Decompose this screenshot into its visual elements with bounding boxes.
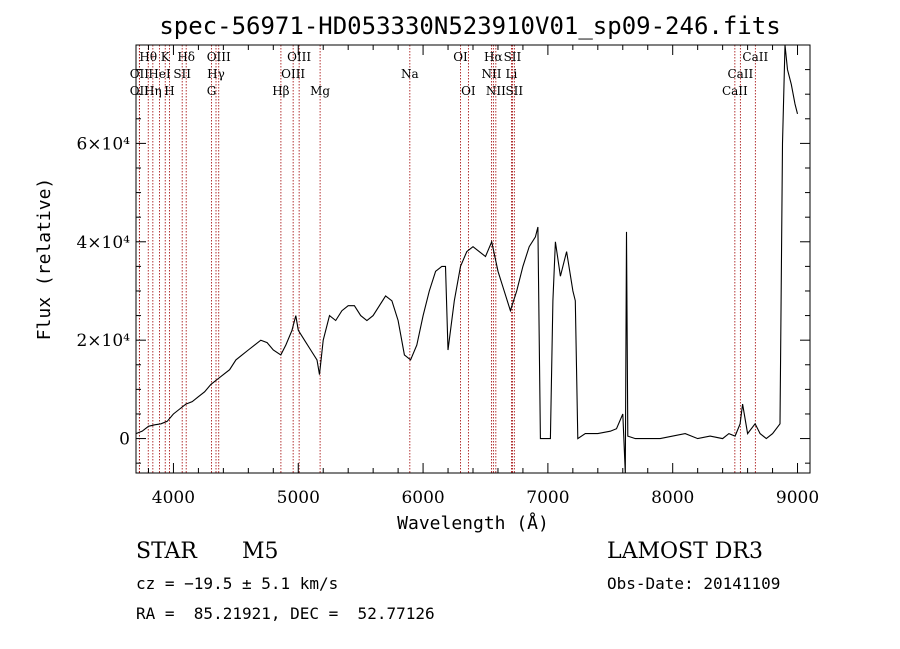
- redshift-info: cz = −19.5 ± 5.1 km/s: [136, 574, 339, 593]
- object-class: STAR: [136, 539, 197, 564]
- x-axis-label: Wavelength (Å): [397, 512, 549, 534]
- spectral-line-label: Hβ: [272, 84, 289, 98]
- spectral-line-label: SII: [505, 84, 523, 98]
- y-axis-ticks: 0 2×10⁴ 4×10⁴ 6×10⁴: [76, 69, 810, 464]
- spectral-line-label: CaII: [727, 67, 753, 81]
- x-tick-label: 5000: [277, 488, 320, 508]
- spectral-lines-layer: [138, 45, 756, 473]
- spectral-line-labels: Hθ OII OII K HeI Hη Hδ SII H OIII Hγ G OIII OIII Hβ Mg N…: [130, 50, 769, 98]
- survey-name: LAMOST DR3: [607, 539, 763, 564]
- spectral-line-label: OI: [461, 84, 476, 98]
- spectral-line-label: NII: [486, 84, 506, 98]
- x-axis-ticks: 4000 5000 6000 7000 8000 9000: [147, 45, 819, 508]
- x-tick-label: 4000: [152, 488, 195, 508]
- x-tick-label: 7000: [526, 488, 569, 508]
- y-tick-label: 6×10⁴: [76, 134, 130, 154]
- coordinates: RA = 85.21921, DEC = 52.77126: [136, 604, 435, 623]
- spectral-line-label: Hη: [144, 84, 162, 98]
- spectral-line-label: Na: [401, 67, 419, 81]
- spectral-line-label: K: [161, 50, 171, 64]
- spectral-line-label: Li: [506, 67, 518, 81]
- spectral-line-label: Mg: [310, 84, 330, 98]
- spectral-line-label: CaII: [742, 50, 768, 64]
- y-tick-label: 4×10⁴: [76, 233, 130, 253]
- spectral-line-label: CaII: [722, 84, 748, 98]
- x-tick-label: 6000: [401, 488, 444, 508]
- x-tick-label: 8000: [651, 488, 694, 508]
- spectral-line-label: OIII: [287, 50, 311, 64]
- y-tick-label: 0: [119, 430, 130, 450]
- spectral-line-label: Hθ: [139, 50, 157, 64]
- spectral-line-label: NII: [481, 67, 501, 81]
- object-subclass: M5: [242, 539, 279, 564]
- spectral-line-label: Hα: [484, 50, 503, 64]
- y-tick-label: 2×10⁴: [76, 331, 130, 351]
- spectral-line-label: OIII: [207, 50, 231, 64]
- y-axis-label: Flux (relative): [34, 178, 55, 341]
- spectral-line-label: G: [207, 84, 217, 98]
- x-tick-label: 9000: [776, 488, 819, 508]
- spectral-line-label: SII: [173, 67, 191, 81]
- spectral-line-label: SII: [504, 50, 522, 64]
- spectral-line-label: H: [164, 84, 174, 98]
- spectral-line-label: OII: [130, 84, 150, 98]
- spectral-line-label: OIII: [281, 67, 305, 81]
- spectrum-line: [135, 44, 799, 474]
- plot-frame: [135, 44, 811, 474]
- chart-title: spec-56971-HD053330N523910V01_sp09-246.f…: [159, 12, 780, 40]
- spectral-line-label: OI: [453, 50, 468, 64]
- spectral-line-label: Hδ: [177, 50, 195, 64]
- obs-date: Obs-Date: 20141109: [607, 574, 781, 593]
- spectral-line-label: Hγ: [207, 67, 225, 81]
- spectrum-series: [135, 44, 799, 474]
- spectral-line-label: HeI: [148, 67, 171, 81]
- spectral-line-label: OII: [130, 67, 150, 81]
